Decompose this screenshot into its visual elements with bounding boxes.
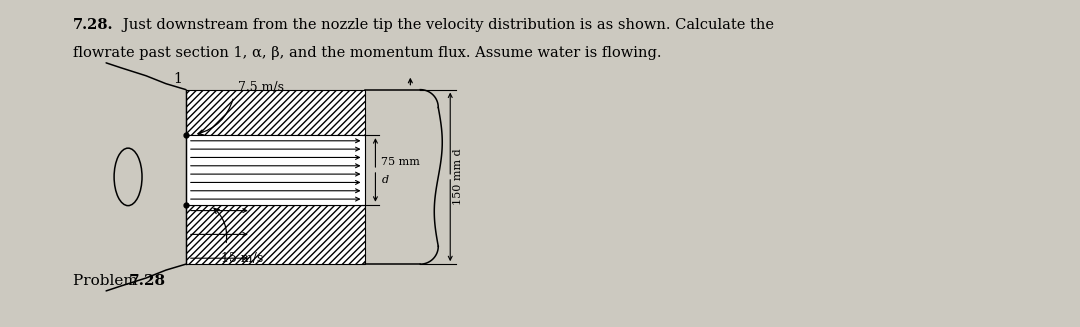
Text: 7.28: 7.28 <box>129 274 166 288</box>
Bar <box>186 135 365 205</box>
Text: 15 m/s: 15 m/s <box>220 252 264 265</box>
Text: Problem: Problem <box>73 274 143 288</box>
Text: flowrate past section 1, α, β, and the momentum flux. Assume water is flowing.: flowrate past section 1, α, β, and the m… <box>73 46 662 60</box>
Text: 7.5 m/s: 7.5 m/s <box>238 80 284 94</box>
Text: d: d <box>381 175 389 185</box>
Text: 75 mm: 75 mm <box>381 157 420 167</box>
Text: Just downstream from the nozzle tip the velocity distribution is as shown. Calcu: Just downstream from the nozzle tip the … <box>109 18 774 32</box>
Bar <box>186 205 365 264</box>
Bar <box>186 90 365 135</box>
Text: 150 mm d: 150 mm d <box>454 148 463 205</box>
Text: 7.28.: 7.28. <box>73 18 113 32</box>
Text: 1: 1 <box>173 72 181 86</box>
